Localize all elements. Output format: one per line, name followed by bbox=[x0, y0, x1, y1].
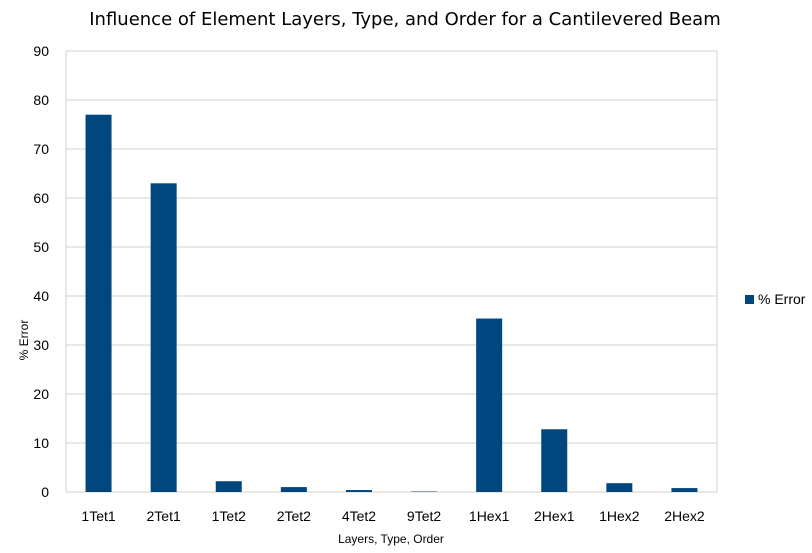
y-tick-label: 50 bbox=[33, 239, 49, 255]
bar-1Hex2 bbox=[606, 483, 633, 492]
y-tick-label: 10 bbox=[33, 435, 49, 451]
x-tick-label: 1Tet1 bbox=[81, 508, 115, 524]
x-tick-label: 9Tet2 bbox=[407, 508, 441, 524]
y-tick-label: 40 bbox=[33, 288, 49, 304]
y-axis-label: % Error bbox=[17, 320, 31, 361]
bar-2Tet1 bbox=[150, 183, 177, 493]
x-axis-ticks: 1Tet1 2Tet1 1Tet2 2Tet2 4Tet2 9Tet2 1Hex1 2Hex1… bbox=[81, 508, 704, 524]
bar-2Hex2 bbox=[671, 488, 698, 492]
y-tick-label: 0 bbox=[41, 484, 49, 500]
legend: % Error bbox=[745, 291, 806, 307]
legend-label: % Error bbox=[758, 291, 806, 307]
bars bbox=[85, 114, 698, 493]
y-tick-label: 70 bbox=[33, 141, 49, 157]
x-tick-label: 2Tet2 bbox=[277, 508, 311, 524]
y-axis-ticks: 0 10 20 30 40 50 60 70 80 90 bbox=[33, 43, 49, 500]
x-tick-label: 2Hex2 bbox=[664, 508, 705, 524]
bar-2Tet2 bbox=[280, 487, 307, 492]
bar-4Tet2 bbox=[345, 490, 372, 492]
y-tick-label: 90 bbox=[33, 43, 49, 59]
x-tick-label: 1Hex2 bbox=[599, 508, 640, 524]
bar-1Hex1 bbox=[476, 318, 503, 492]
bar-2Hex1 bbox=[541, 429, 568, 492]
bar-1Tet2 bbox=[215, 481, 242, 492]
plot-area bbox=[65, 50, 718, 493]
bar-1Tet1 bbox=[85, 114, 112, 492]
x-axis-label: Layers, Type, Order bbox=[338, 532, 444, 546]
y-tick-label: 80 bbox=[33, 92, 49, 108]
y-tick-label: 30 bbox=[33, 337, 49, 353]
x-tick-label: 1Hex1 bbox=[469, 508, 510, 524]
y-tick-label: 20 bbox=[33, 386, 49, 402]
x-tick-label: 4Tet2 bbox=[342, 508, 376, 524]
x-tick-label: 2Tet1 bbox=[147, 508, 181, 524]
x-tick-label: 2Hex1 bbox=[534, 508, 575, 524]
x-tick-label: 1Tet2 bbox=[212, 508, 246, 524]
chart-title: Influence of Element Layers, Type, and O… bbox=[89, 9, 721, 30]
y-tick-label: 60 bbox=[33, 190, 49, 206]
legend-swatch bbox=[745, 295, 754, 304]
